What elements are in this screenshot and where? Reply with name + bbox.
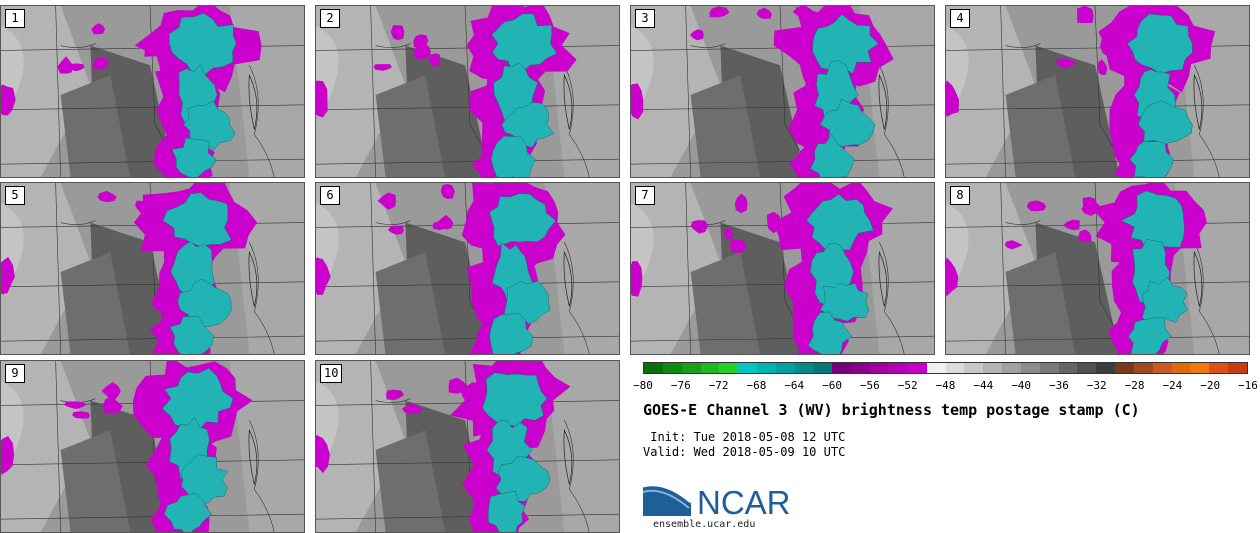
ncar-logo: NCAR xyxy=(642,478,793,521)
panel-label-4: 4 xyxy=(950,9,970,28)
colorbar-swatch xyxy=(1020,363,1040,373)
colorbar-swatch xyxy=(1209,363,1229,373)
panel-label-9: 9 xyxy=(5,364,25,383)
panel-label-6: 6 xyxy=(320,186,340,205)
colorbar-swatch xyxy=(644,363,663,373)
colorbar-tick-label: −28 xyxy=(1124,379,1145,392)
colorbar-tick-label: −48 xyxy=(935,379,956,392)
colorbar-tick-label: −76 xyxy=(670,379,691,392)
map-panel-1: 1 xyxy=(0,5,305,178)
colorbar-swatch xyxy=(1133,363,1153,373)
map-panel-6: 6 xyxy=(315,182,620,355)
colorbar xyxy=(643,362,1248,374)
colorbar-tick-label: −32 xyxy=(1086,379,1107,392)
panel-label-2: 2 xyxy=(320,9,340,28)
colorbar-swatch xyxy=(851,363,871,373)
chart-title: GOES-E Channel 3 (WV) brightness temp po… xyxy=(643,401,1140,419)
colorbar-tick-label: −16 xyxy=(1238,379,1258,392)
colorbar-swatch xyxy=(1228,363,1247,373)
colorbar-swatch xyxy=(1077,363,1097,373)
colorbar-tick-label: −64 xyxy=(784,379,805,392)
panel-label-7: 7 xyxy=(635,186,655,205)
colorbar-swatch xyxy=(870,363,889,373)
colorbar-swatch xyxy=(662,363,682,373)
colorbar-tick-label: −44 xyxy=(973,379,994,392)
colorbar-swatch xyxy=(1039,363,1059,373)
panel-label-8: 8 xyxy=(950,186,970,205)
panel-label-5: 5 xyxy=(5,186,25,205)
colorbar-swatch xyxy=(1096,363,1116,373)
colorbar-swatch xyxy=(964,363,984,373)
colorbar-swatch xyxy=(907,363,927,373)
map-panel-9: 9 xyxy=(0,360,305,533)
colorbar-swatch xyxy=(1115,363,1134,373)
colorbar-swatch xyxy=(1002,363,1021,373)
panel-label-10: 10 xyxy=(320,364,343,383)
colorbar-tick-label: −36 xyxy=(1049,379,1069,392)
colorbar-swatch xyxy=(983,363,1003,373)
colorbar-tick-label: −20 xyxy=(1200,379,1221,392)
init-time: Init: Tue 2018-05-08 12 UTC xyxy=(643,430,846,444)
panel-label-1: 1 xyxy=(5,9,25,28)
colorbar-swatch xyxy=(1190,363,1210,373)
map-panel-3: 3 xyxy=(630,5,935,178)
colorbar-tick-label: −24 xyxy=(1162,379,1183,392)
colorbar-swatch xyxy=(832,363,852,373)
colorbar-tick-label: −80 xyxy=(633,379,653,392)
map-panel-8: 8 xyxy=(945,182,1250,355)
map-panel-10: 10 xyxy=(315,360,620,533)
site-url: ensemble.ucar.edu xyxy=(653,519,756,530)
map-panel-7: 7 xyxy=(630,182,935,355)
map-panel-2: 2 xyxy=(315,5,620,178)
colorbar-tick-label: −60 xyxy=(822,379,842,392)
colorbar-swatch xyxy=(775,363,795,373)
colorbar-tick-label: −56 xyxy=(859,379,880,392)
valid-time: Valid: Wed 2018-05-09 10 UTC xyxy=(643,445,846,459)
colorbar-swatch xyxy=(888,363,908,373)
colorbar-tick-label: −68 xyxy=(746,379,767,392)
colorbar-swatch xyxy=(719,363,739,373)
colorbar-swatch xyxy=(700,363,720,373)
colorbar-swatch xyxy=(1171,363,1191,373)
colorbar-tick-label: −40 xyxy=(1011,379,1032,392)
panel-label-3: 3 xyxy=(635,9,655,28)
colorbar-swatch xyxy=(1152,363,1172,373)
ncar-logo-text: NCAR xyxy=(697,484,791,518)
colorbar-swatch xyxy=(757,363,776,373)
map-panel-5: 5 xyxy=(0,182,305,355)
colorbar-swatch xyxy=(738,363,758,373)
map-panel-4: 4 xyxy=(945,5,1250,178)
colorbar-swatch xyxy=(945,363,965,373)
colorbar-tick-label: −72 xyxy=(708,379,729,392)
colorbar-swatch xyxy=(1058,363,1078,373)
colorbar-swatch xyxy=(926,363,946,373)
colorbar-swatch xyxy=(681,363,701,373)
colorbar-swatch xyxy=(794,363,814,373)
colorbar-tick-label: −52 xyxy=(897,379,918,392)
colorbar-swatch xyxy=(813,363,833,373)
